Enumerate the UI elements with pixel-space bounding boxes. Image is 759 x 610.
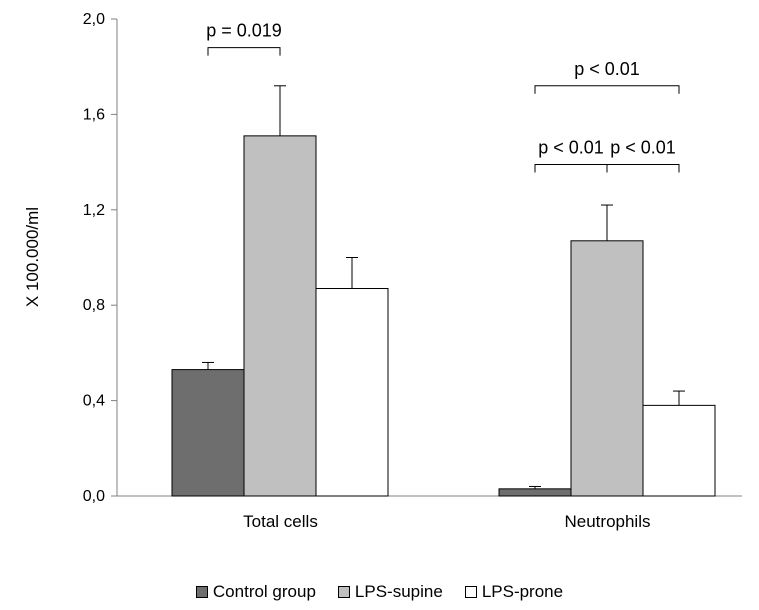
bars xyxy=(171,135,716,497)
y-tick-label: 1,2 xyxy=(83,202,105,219)
legend-swatch xyxy=(337,586,350,598)
bar xyxy=(498,488,572,497)
p-value-label: p < 0.01 xyxy=(574,59,640,79)
legend-label: Control group xyxy=(212,582,316,601)
legend-item: LPS-prone xyxy=(464,582,564,602)
legend-swatch xyxy=(195,586,208,598)
significance-bracket xyxy=(534,163,608,173)
significance-bracket xyxy=(534,85,680,94)
legend-item: LPS-supine xyxy=(337,582,443,602)
legend: Control group LPS-supine LPS-prone xyxy=(0,578,759,606)
y-tick-label: 0,4 xyxy=(83,393,105,410)
p-value-label: p = 0.019 xyxy=(206,21,282,41)
y-tick-label: 0,8 xyxy=(83,297,105,314)
bar-chart: 0,0 0,4 0,8 1,2 1,6 2,0 Total cells Neutrophils… xyxy=(23,11,742,531)
y-axis-label: X 100.000/ml xyxy=(23,207,42,307)
p-value-label: p < 0.01 xyxy=(610,137,676,157)
y-tick-label: 0,0 xyxy=(83,488,105,505)
legend-item: Control group xyxy=(195,582,316,602)
significance-bracket xyxy=(207,47,281,56)
legend-label: LPS-supine xyxy=(354,582,443,601)
x-category-label: Total cells xyxy=(243,512,318,531)
bar xyxy=(171,369,245,497)
bar xyxy=(570,240,644,497)
legend-label: LPS-prone xyxy=(481,582,564,601)
legend-swatch xyxy=(464,586,477,598)
y-tick-label: 1,6 xyxy=(83,106,105,123)
significance-bracket xyxy=(606,163,680,173)
bar xyxy=(243,135,317,497)
y-tick-label: 2,0 xyxy=(83,11,105,28)
bar xyxy=(642,404,716,497)
bar xyxy=(315,288,389,497)
p-value-label: p < 0.01 xyxy=(538,137,604,157)
error-bars xyxy=(202,85,685,489)
significance-annotations: p = 0.019 p < 0.01 p < 0.01 p < 0.01 xyxy=(206,21,680,173)
x-category-label: Neutrophils xyxy=(565,512,651,531)
